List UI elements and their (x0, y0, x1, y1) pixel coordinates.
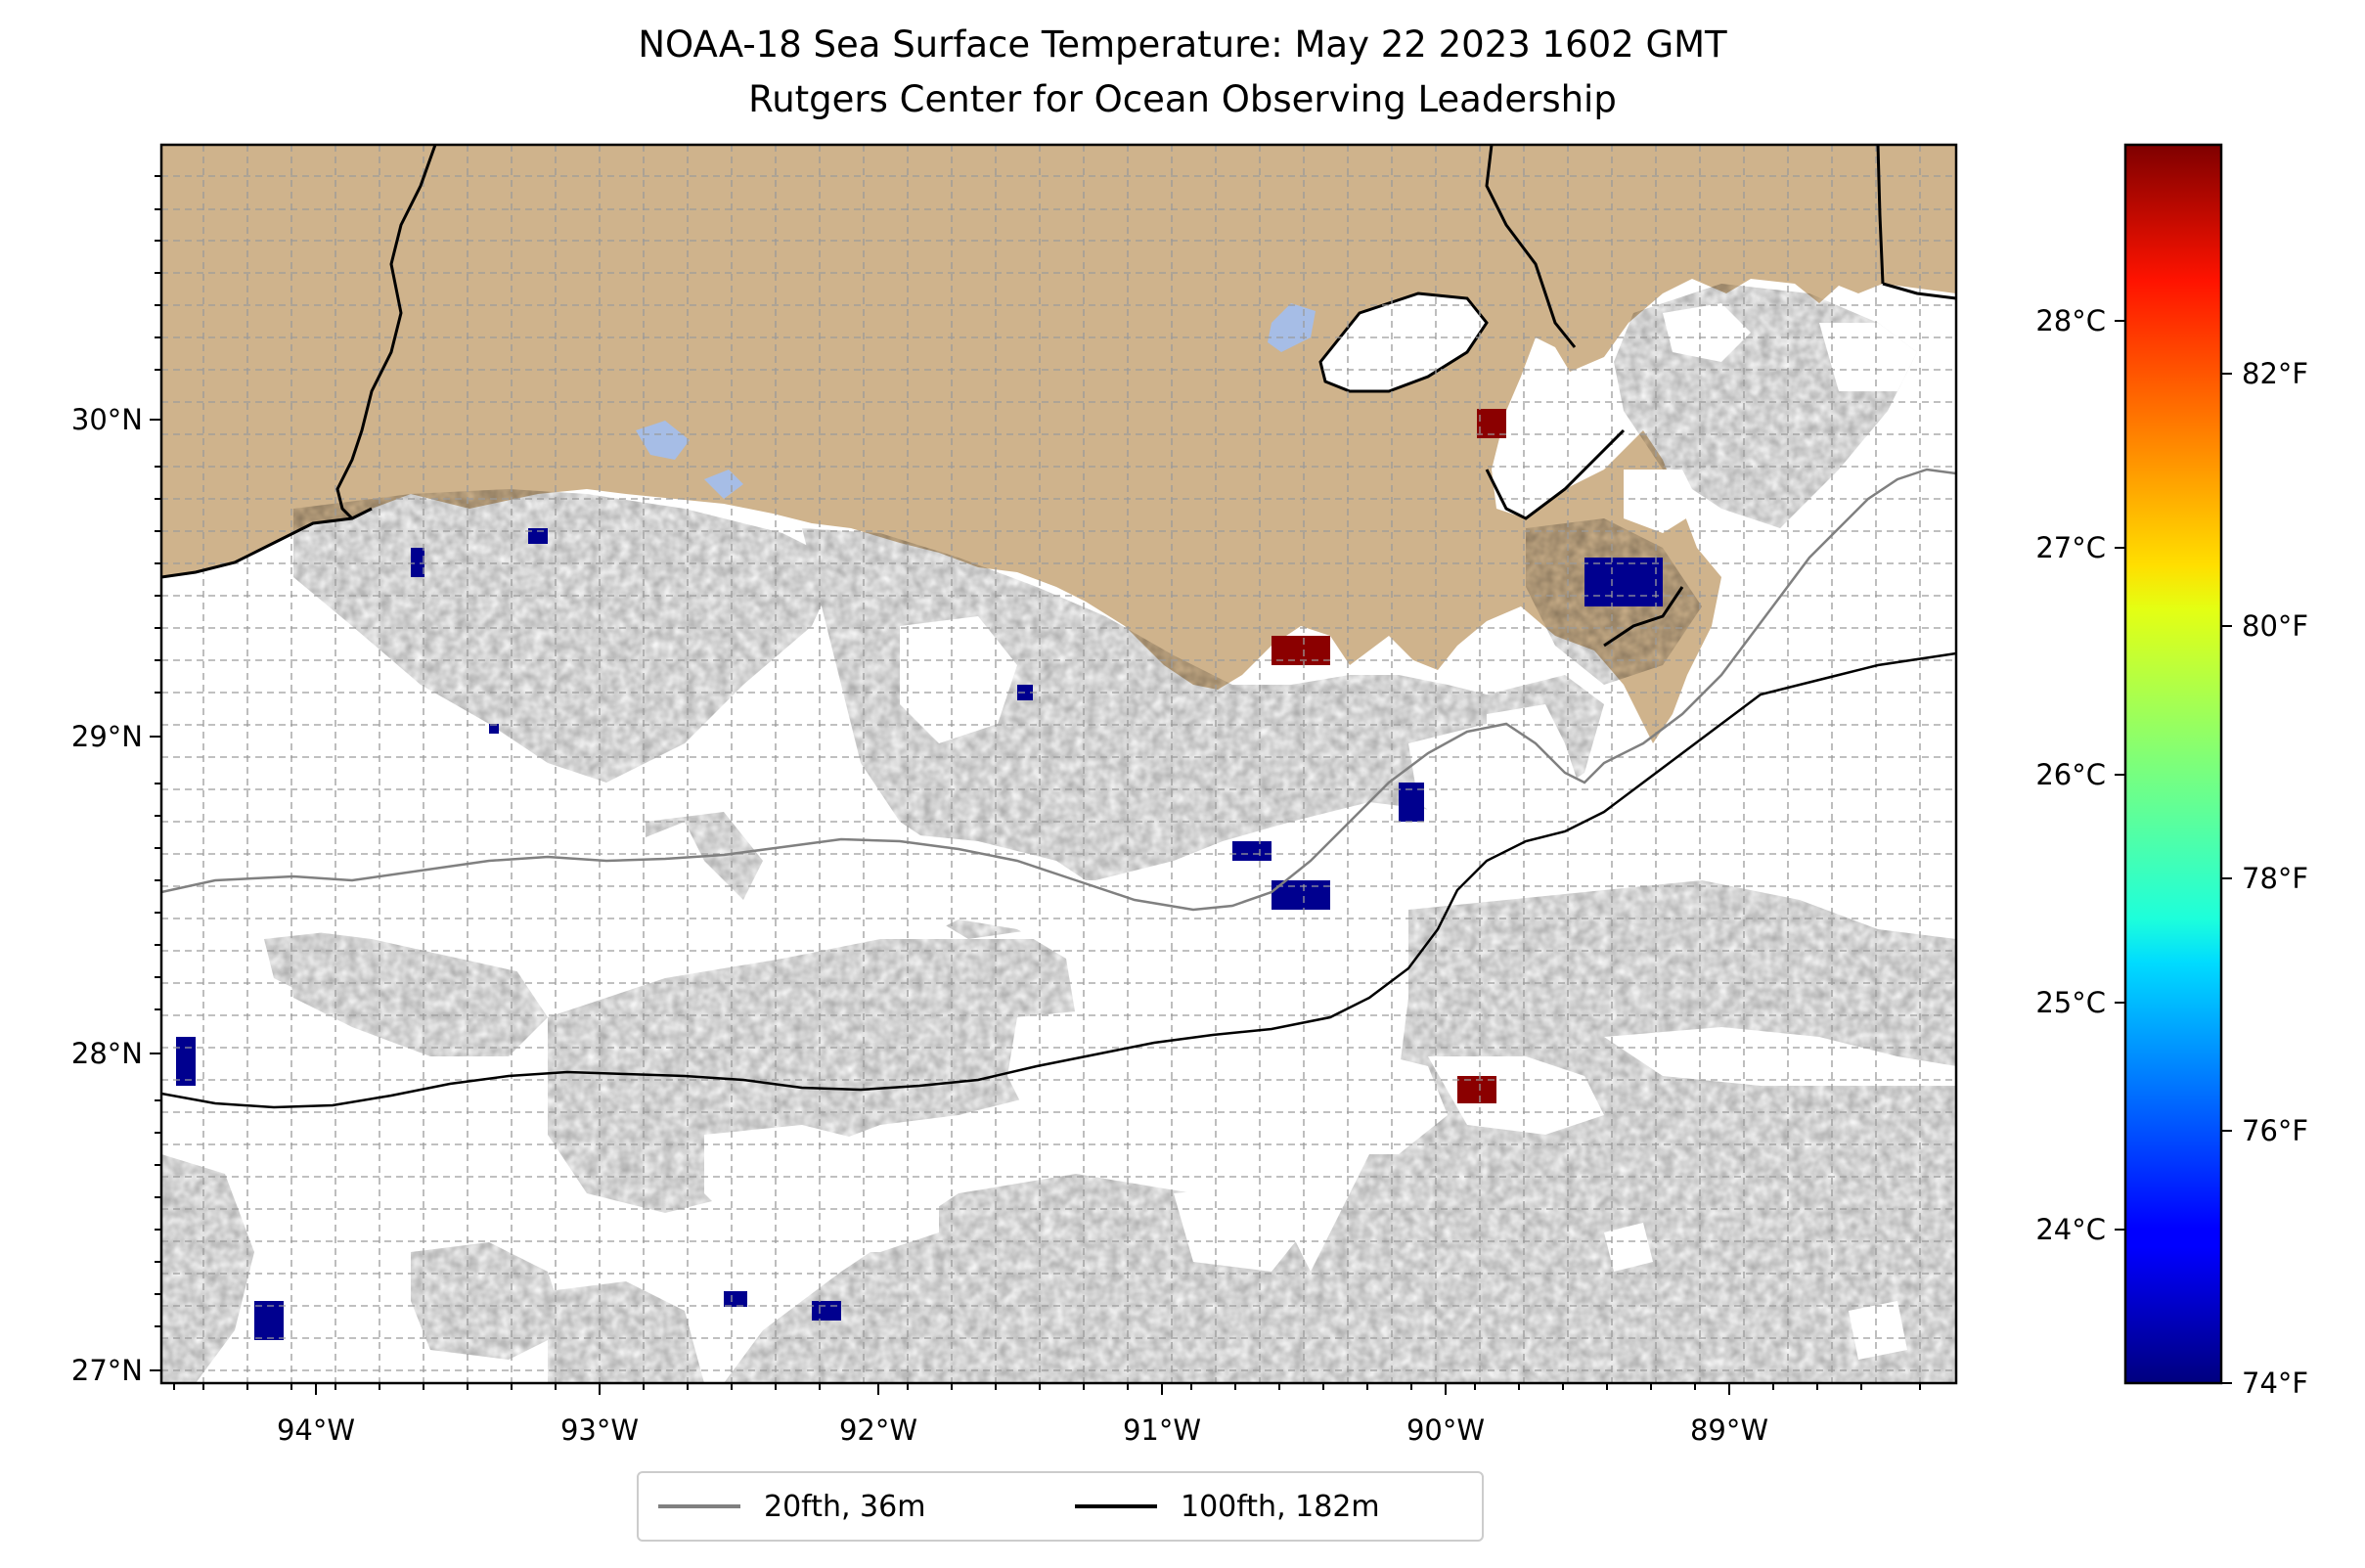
lat-tick-label: 30°N (71, 403, 143, 436)
lon-ticks (173, 1383, 1921, 1395)
legend-item-100fth: 100fth, 182m (1075, 1473, 1380, 1540)
chart-title: NOAA-18 Sea Surface Temperature: May 22 … (638, 23, 1727, 66)
map-frame (159, 143, 1958, 1385)
isobath-100fth (161, 651, 1956, 1109)
lon-tick-labels: 94°W 93°W 92°W 91°W 90°W 89°W (277, 1413, 1768, 1447)
colorbar-celsius-ticks (2115, 320, 2125, 1231)
colorbar-fahrenheit-ticks (2221, 373, 2232, 1384)
chart-subtitle: Rutgers Center for Ocean Observing Leade… (748, 78, 1617, 120)
legend-label: 20fth, 36m (764, 1489, 926, 1524)
colorbar-celsius-label: 27°C (2035, 531, 2106, 564)
colorbar-celsius-label: 28°C (2035, 304, 2106, 337)
legend-item-20fth: 20fth, 36m (658, 1473, 925, 1540)
lon-tick-label: 93°W (560, 1413, 639, 1447)
land-area (161, 145, 1956, 743)
no-data-gaps (161, 303, 1956, 1360)
colorbar-fahrenheit-label: 80°F (2242, 609, 2308, 643)
legend: 20fth, 36m 100fth, 182m (637, 1471, 1484, 1542)
lon-tick-label: 91°W (1123, 1413, 1201, 1447)
warm-patches (1272, 409, 1506, 1103)
colorbar-fahrenheit-labels: 82°F 80°F 78°F 76°F 74°F (2242, 357, 2308, 1400)
colorbar-fahrenheit-label: 76°F (2242, 1114, 2308, 1147)
coastline (161, 145, 1956, 648)
lon-tick-label: 94°W (277, 1413, 355, 1447)
lat-tick-labels: 30°N 29°N 28°N 27°N (71, 403, 143, 1387)
map-layers (161, 145, 1956, 1383)
legend-label: 100fth, 182m (1181, 1489, 1380, 1524)
colorbar-fahrenheit-label: 74°F (2242, 1366, 2308, 1400)
isobath-20fth (161, 468, 1956, 912)
lake-pontchartrain (1318, 291, 1489, 393)
lat-ticks (150, 175, 161, 1371)
colorbar-celsius-label: 25°C (2035, 986, 2106, 1019)
lake (636, 421, 690, 460)
colorbar-celsius-labels: 28°C 27°C 26°C 25°C 24°C (2035, 304, 2106, 1246)
lon-tick-label: 90°W (1406, 1413, 1485, 1447)
lon-tick-label: 89°W (1690, 1413, 1768, 1447)
lon-tick-label: 92°W (839, 1413, 917, 1447)
colorbar (2123, 143, 2223, 1385)
colorbar-fahrenheit-label: 82°F (2242, 357, 2308, 390)
lat-tick-label: 28°N (71, 1037, 143, 1070)
legend-swatch-black-line (1075, 1504, 1157, 1508)
legend-swatch-gray-line (658, 1504, 740, 1508)
cold-patches (176, 528, 1663, 1340)
lat-tick-label: 29°N (71, 720, 143, 753)
lat-tick-label: 27°N (71, 1354, 143, 1387)
lake (704, 470, 743, 499)
colorbar-celsius-label: 26°C (2035, 758, 2106, 791)
colorbar-celsius-label: 24°C (2035, 1213, 2106, 1246)
gridlines (161, 145, 1956, 1383)
colorbar-fahrenheit-label: 78°F (2242, 862, 2308, 895)
